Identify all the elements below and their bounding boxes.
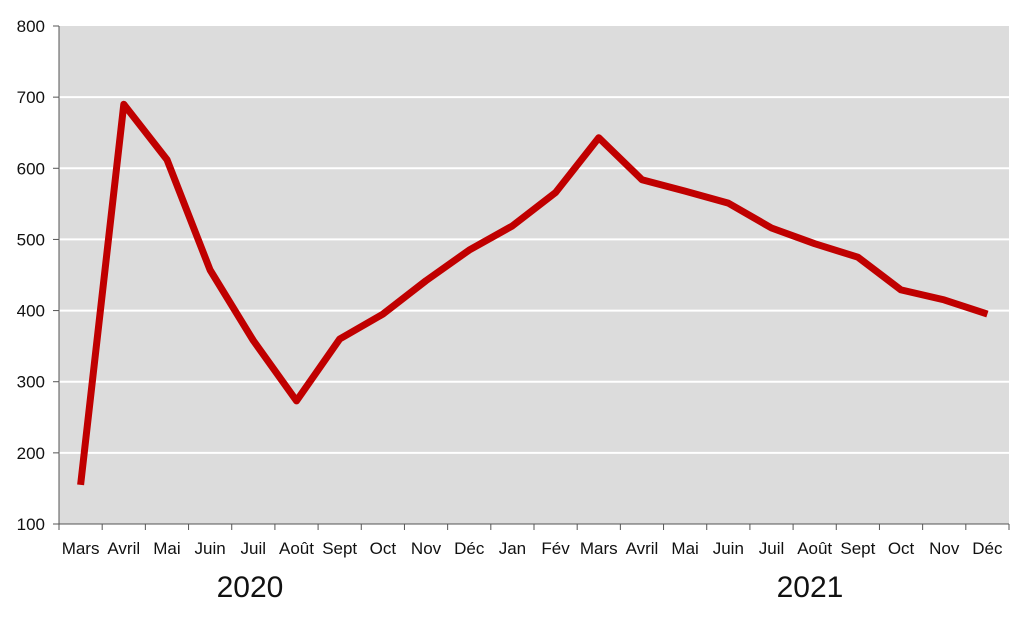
series-group (77, 100, 989, 486)
data-point-0-4 (253, 340, 254, 341)
y-tick-label-400: 400 (17, 302, 45, 321)
data-point-0-12 (598, 137, 599, 138)
data-point-0-16 (771, 228, 772, 229)
x-tick-label-21: Déc (972, 539, 1003, 558)
x-tick-label-13: Avril (626, 539, 659, 558)
data-point-0-14 (685, 191, 686, 192)
data-point-0-5 (296, 400, 297, 401)
x-tick-label-11: Fév (541, 539, 570, 558)
x-tick-label-9: Déc (454, 539, 485, 558)
data-point-0-7 (382, 314, 383, 315)
x-tick-label-14: Mai (671, 539, 698, 558)
gridlines (59, 96, 1009, 454)
year-label-2021: 2021 (777, 571, 844, 604)
plot-area (59, 26, 1009, 524)
data-point-0-6 (339, 339, 340, 340)
y-tick-label-100: 100 (17, 515, 45, 534)
data-point-0-2 (166, 159, 167, 160)
y-tick-label-700: 700 (17, 88, 45, 107)
x-tick-label-10: Jan (499, 539, 526, 558)
x-tick-label-16: Juil (759, 539, 785, 558)
data-point-0-21 (987, 314, 988, 315)
series-line-0 (77, 100, 989, 486)
x-tick-label-5: Août (279, 539, 314, 558)
data-point-0-17 (814, 243, 815, 244)
data-point-0-1 (123, 104, 124, 105)
x-tick-label-1: Avril (107, 539, 140, 558)
year-label-2020: 2020 (217, 571, 284, 604)
x-tick-label-0: Mars (62, 539, 100, 558)
y-axis-ticks: 100 200 300 400 500 600 700 800 (17, 17, 59, 534)
y-tick-label-200: 200 (17, 444, 45, 463)
data-point-0-18 (857, 257, 858, 258)
data-point-0-3 (210, 270, 211, 271)
x-tick-label-15: Juin (713, 539, 744, 558)
data-point-0-15 (728, 203, 729, 204)
data-point-0-9 (469, 250, 470, 251)
x-tick-label-19: Oct (888, 539, 915, 558)
x-tick-label-6: Sept (322, 539, 357, 558)
x-tick-label-3: Juin (195, 539, 226, 558)
x-tick-label-4: Juil (241, 539, 267, 558)
y-tick-label-300: 300 (17, 373, 45, 392)
data-point-0-10 (512, 225, 513, 226)
y-tick-label-600: 600 (17, 159, 45, 178)
x-tick-label-7: Oct (370, 539, 397, 558)
x-axis-ticks: Mars Avril Mai Juin Juil Août Sept Oct Nov Déc Jan… (58, 524, 1010, 558)
data-point-0-20 (944, 299, 945, 300)
x-tick-label-12: Mars (580, 539, 618, 558)
x-tick-label-18: Sept (840, 539, 875, 558)
x-tick-label-20: Nov (929, 539, 960, 558)
x-tick-label-2: Mai (153, 539, 180, 558)
data-point-0-19 (901, 289, 902, 290)
data-point-0-13 (641, 179, 642, 180)
x-tick-label-17: Août (797, 539, 832, 558)
data-point-0-0 (80, 484, 81, 485)
y-tick-label-500: 500 (17, 230, 45, 249)
data-point-0-8 (426, 280, 427, 281)
y-tick-label-800: 800 (17, 17, 45, 36)
data-point-0-11 (555, 192, 556, 193)
x-tick-label-8: Nov (411, 539, 442, 558)
